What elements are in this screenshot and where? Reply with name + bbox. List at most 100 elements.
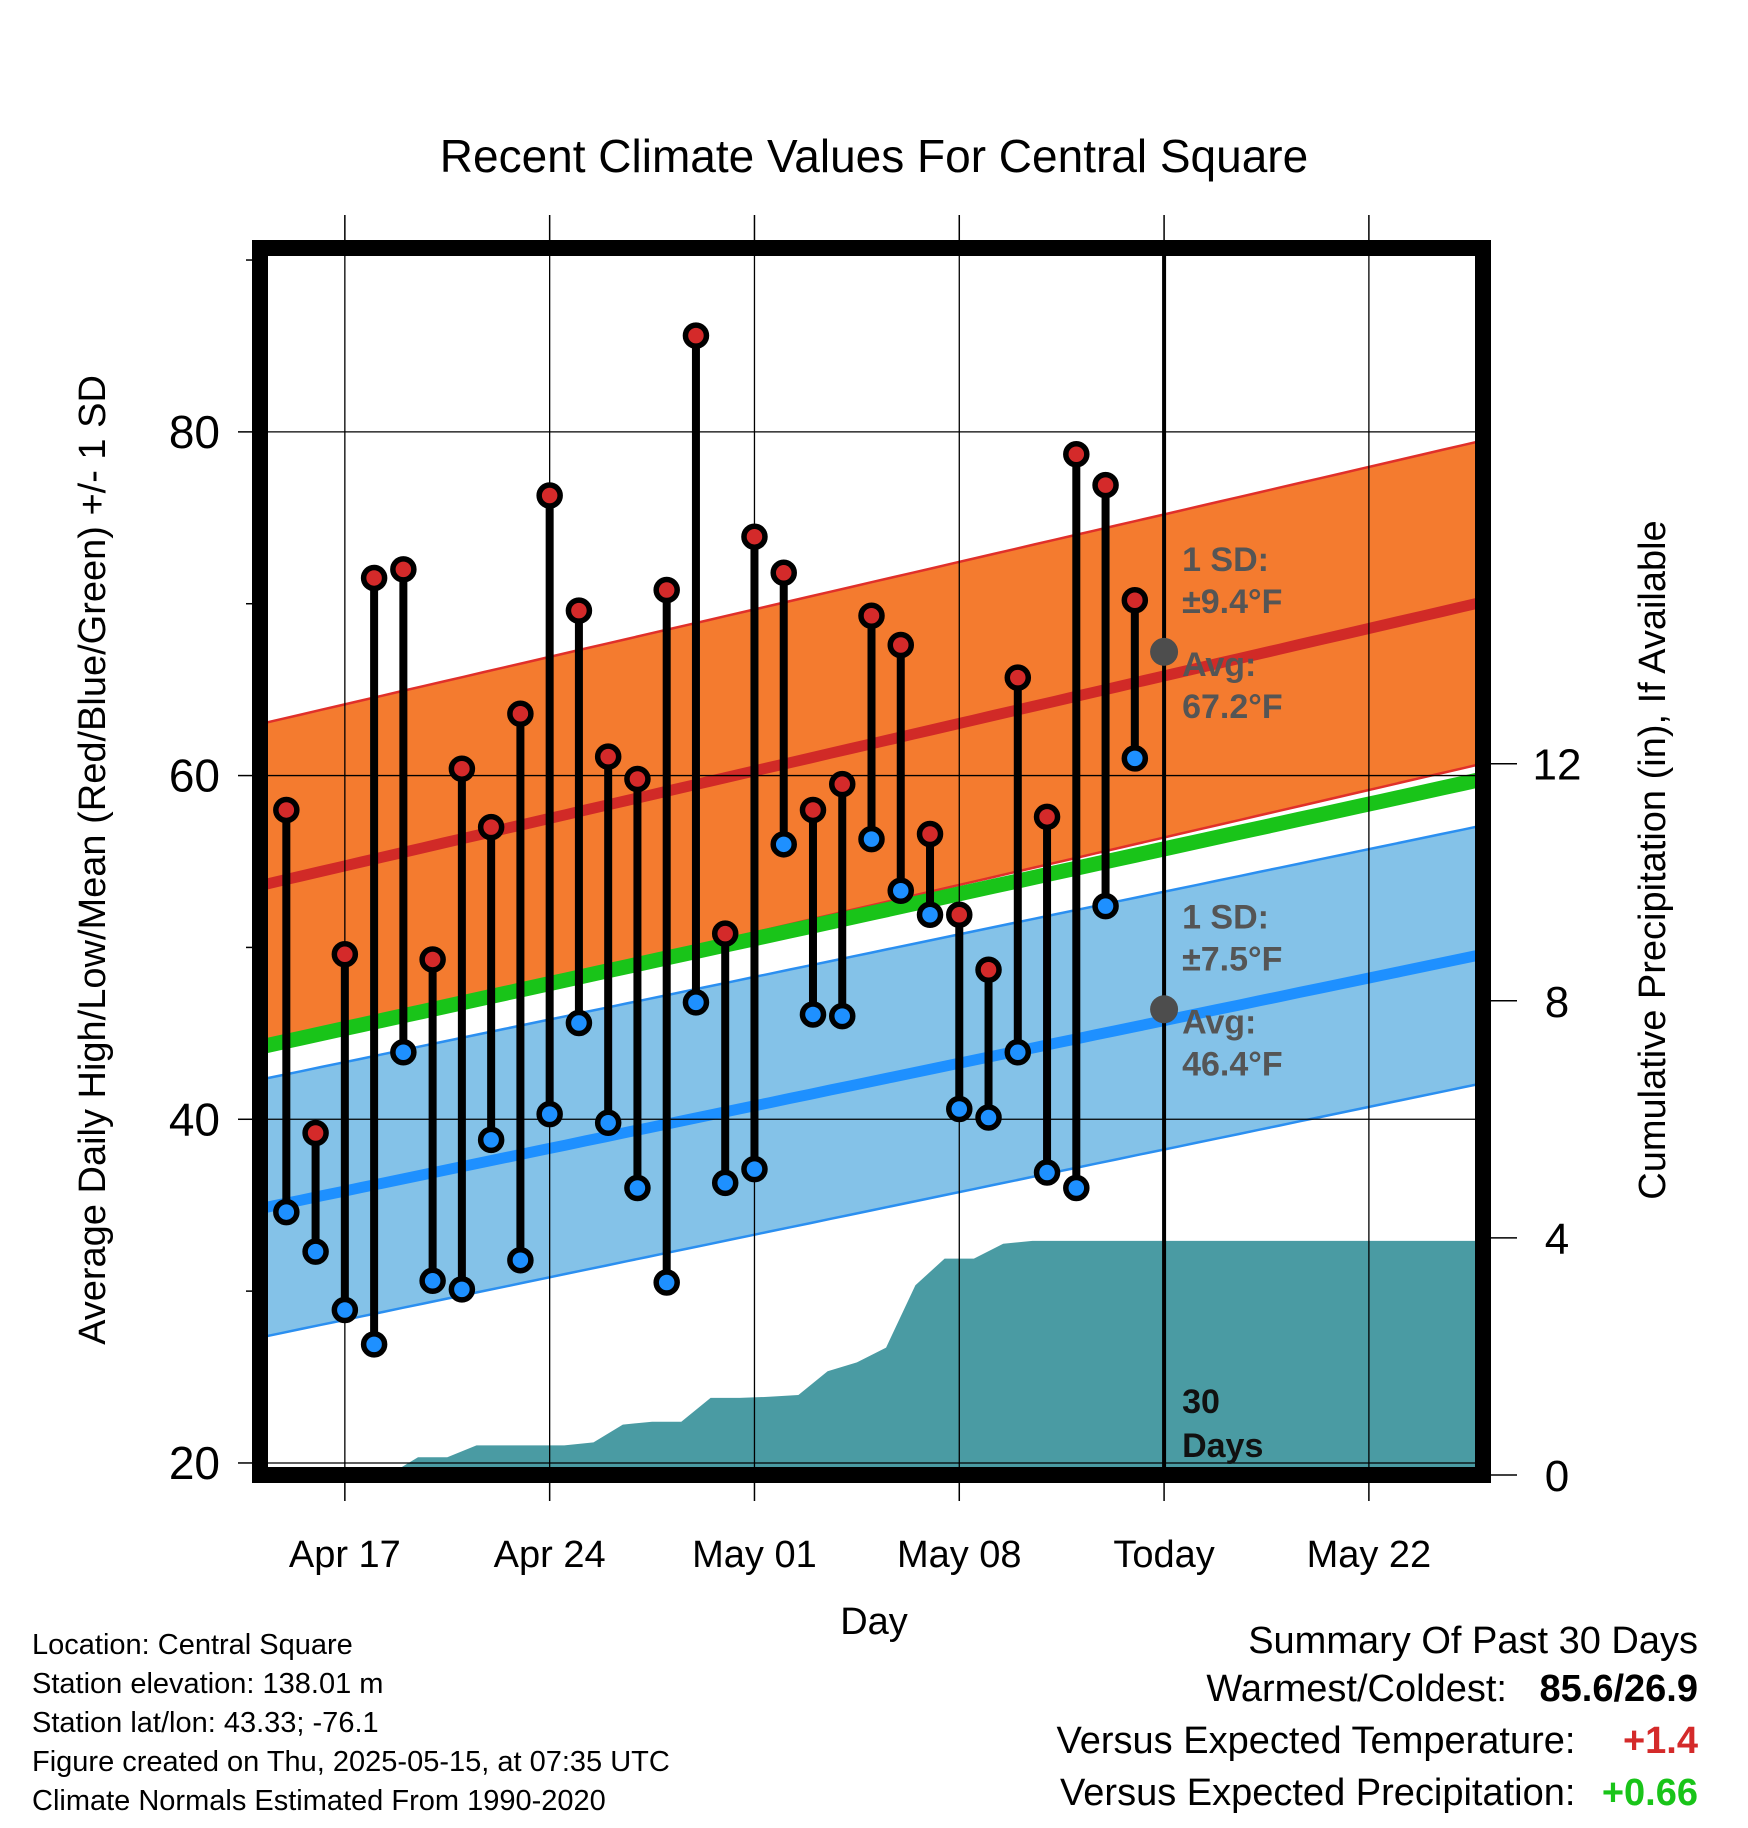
- summary-panel: Summary Of Past 30 Days Warmest/Coldest:…: [798, 1620, 1698, 1819]
- daily-high-marker: [360, 564, 388, 592]
- daily-low-marker: [770, 831, 797, 858]
- y2-tick-label: 0: [1545, 1452, 1569, 1501]
- daily-high-marker: [448, 755, 476, 782]
- daily-low-marker: [741, 1155, 768, 1183]
- y-tick-label: 80: [169, 406, 220, 458]
- elevation-text: Station elevation: 138.01 m: [32, 1668, 384, 1700]
- high-sd-label: 1 SD:: [1182, 541, 1269, 579]
- x-tick-label: May 22: [1307, 1534, 1432, 1576]
- daily-high-marker: [741, 523, 768, 550]
- daily-low-marker: [916, 901, 944, 929]
- daily-high-marker: [858, 602, 885, 630]
- daily-low-marker: [477, 1126, 505, 1154]
- daily-low-marker: [887, 877, 915, 904]
- warm-cold-value: 85.6/26.9: [1539, 1668, 1698, 1710]
- plot-area: 1 SD: ±9.4°F Avg: 67.2°F 1 SD: ±7.5°F Avg: 46.4…: [169, 215, 1582, 1576]
- y2-axis-label: Cumulative Precipitation (in), If Availa…: [1632, 520, 1674, 1199]
- daily-low-marker: [799, 1001, 827, 1028]
- daily-high-marker: [390, 556, 417, 583]
- daily-low-marker: [858, 825, 885, 853]
- high-band-upper-edge: [260, 439, 1483, 726]
- temp-label: Versus Expected Temperature:: [1056, 1720, 1576, 1762]
- x-tick-label: Apr 24: [494, 1534, 606, 1576]
- daily-low-marker: [1004, 1039, 1032, 1066]
- x-tick-label: Apr 17: [289, 1534, 401, 1576]
- daily-high-marker: [975, 956, 1002, 984]
- daily-high-marker: [1004, 664, 1032, 691]
- precip-area: [301, 1240, 1483, 1475]
- daily-high-marker: [477, 813, 505, 841]
- daily-low-marker: [302, 1238, 329, 1265]
- daily-high-marker: [507, 700, 534, 727]
- daily-high-marker: [653, 576, 680, 604]
- daily-low-marker: [946, 1095, 973, 1123]
- x-tick-label: May 08: [897, 1534, 1022, 1576]
- daily-high-marker: [331, 941, 359, 968]
- daily-high-marker: [770, 559, 797, 587]
- daily-low-marker: [594, 1109, 622, 1136]
- daily-high-marker: [536, 482, 563, 509]
- daily-low-marker: [419, 1267, 446, 1295]
- daily-low-marker: [360, 1331, 388, 1358]
- daily-high-marker: [799, 796, 827, 824]
- daily-high-marker: [419, 946, 446, 973]
- warm-cold-label: Warmest/Coldest:: [1206, 1668, 1507, 1710]
- daily-low-marker: [1063, 1174, 1090, 1202]
- daily-low-marker: [331, 1296, 359, 1324]
- high-sd-value: ±9.4°F: [1182, 583, 1282, 621]
- daily-low-marker: [828, 1002, 856, 1030]
- daily-low-marker: [390, 1039, 417, 1066]
- summary-title: Summary Of Past 30 Days: [1248, 1620, 1698, 1662]
- daily-high-marker: [1063, 440, 1090, 468]
- low-avg-value: 46.4°F: [1182, 1045, 1283, 1083]
- y-axis-label: Average Daily High/Low/Mean (Red/Blue/Gr…: [72, 375, 114, 1345]
- daily-low-marker: [711, 1169, 739, 1197]
- daily-low-marker: [1033, 1159, 1061, 1186]
- normals-text: Climate Normals Estimated From 1990-2020: [32, 1785, 606, 1817]
- temp-value: +1.4: [1622, 1720, 1698, 1762]
- warm-cold-row: Warmest/Coldest: 85.6/26.9: [798, 1663, 1698, 1715]
- y-tick-label: 40: [169, 1093, 220, 1145]
- y-tick-label: 60: [169, 750, 220, 802]
- daily-high-marker: [273, 796, 300, 824]
- daily-low-marker: [1121, 745, 1149, 772]
- low-avg-label: Avg:: [1182, 1003, 1256, 1041]
- x-axis-label: Day: [840, 1601, 908, 1643]
- daily-high-marker: [946, 901, 973, 929]
- low-sd-label: 1 SD:: [1182, 898, 1269, 936]
- daily-low-marker: [448, 1276, 476, 1303]
- y2-tick-label: 12: [1533, 741, 1582, 790]
- daily-low-marker: [536, 1100, 563, 1128]
- daily-high-marker: [1033, 803, 1061, 831]
- high-avg-value: 67.2°F: [1182, 688, 1283, 726]
- station-info: Location: Central Square Station elevati…: [32, 1626, 670, 1821]
- daily-low-marker: [975, 1104, 1002, 1131]
- daily-high-marker: [565, 597, 593, 624]
- precip-row: Versus Expected Precipitation: +0.66: [798, 1767, 1698, 1819]
- daily-high-marker: [1092, 471, 1119, 499]
- daily-low-marker: [653, 1269, 680, 1296]
- chart-title: Recent Climate Values For Central Square: [440, 130, 1308, 182]
- y2-tick-label: 4: [1545, 1215, 1569, 1264]
- daily-high-marker: [828, 770, 856, 798]
- daily-low-marker: [273, 1198, 300, 1226]
- created-text: Figure created on Thu, 2025-05-15, at 07…: [32, 1746, 670, 1778]
- daily-high-marker: [887, 631, 915, 659]
- y-tick-label: 20: [169, 1437, 220, 1489]
- precip-label: Versus Expected Precipitation:: [1060, 1772, 1576, 1814]
- daily-low-marker: [682, 989, 710, 1016]
- plot-content: 1 SD: ±9.4°F Avg: 67.2°F 1 SD: ±7.5°F Avg: 46.4…: [260, 248, 1483, 1475]
- x-tick-label: Today: [1113, 1534, 1214, 1576]
- daily-low-marker: [624, 1174, 651, 1202]
- window-label-unit: Days: [1182, 1427, 1263, 1465]
- window-label-count: 30: [1182, 1383, 1220, 1421]
- daily-high-marker: [682, 322, 710, 349]
- daily-high-marker: [711, 920, 739, 947]
- high-avg-label: Avg:: [1182, 646, 1256, 684]
- daily-high-marker: [624, 765, 651, 793]
- daily-low-marker: [1092, 892, 1119, 920]
- high-avg-today-marker: [1150, 637, 1179, 666]
- plot-frame: [252, 240, 1491, 1483]
- low-avg-today-marker: [1150, 995, 1179, 1024]
